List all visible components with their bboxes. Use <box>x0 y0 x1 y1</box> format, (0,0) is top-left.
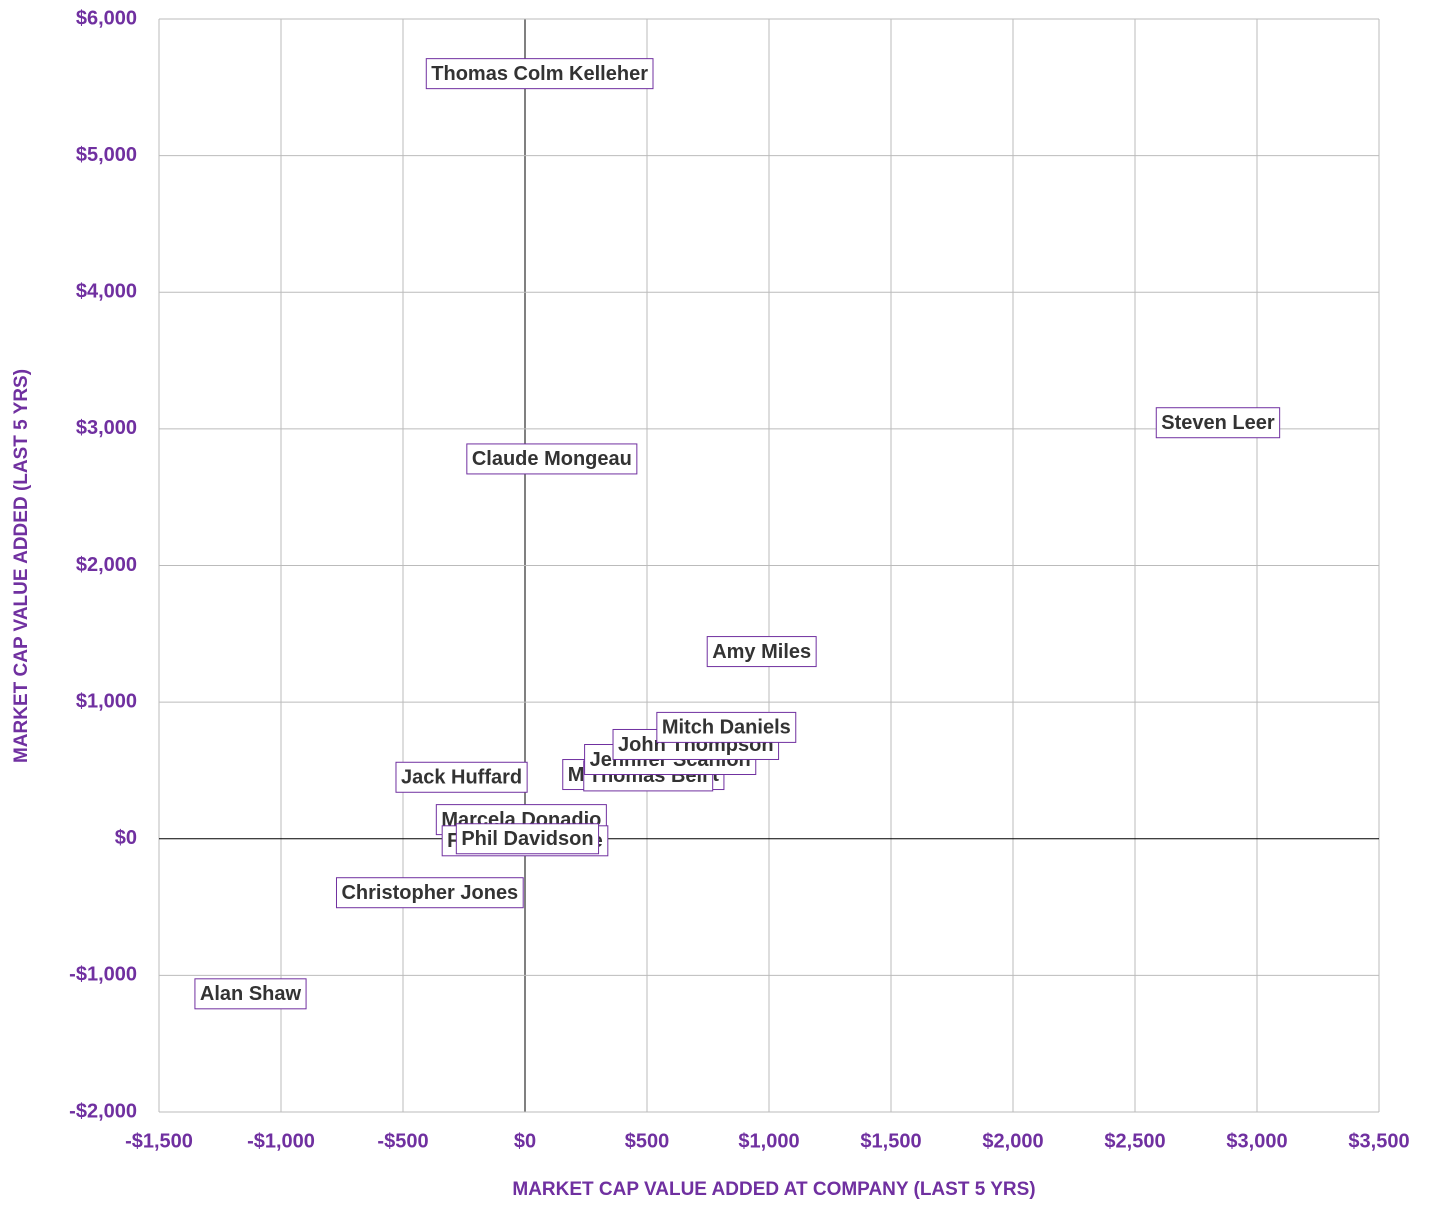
x-tick-label: $2,500 <box>1104 1130 1165 1152</box>
data-label-box <box>1155 407 1281 439</box>
y-tick-label: $0 <box>115 827 137 849</box>
data-label-box <box>425 58 654 90</box>
x-tick-label: $3,500 <box>1348 1130 1409 1152</box>
data-label-box <box>335 877 524 909</box>
x-tick-label: $3,000 <box>1226 1130 1287 1152</box>
data-label-box <box>706 636 817 668</box>
x-tick-label: -$500 <box>377 1130 428 1152</box>
x-tick-label: $1,000 <box>738 1130 799 1152</box>
y-tick-label: $5,000 <box>76 144 137 166</box>
data-label: Phil Davidson <box>461 828 593 850</box>
x-tick-label: -$1,000 <box>247 1130 315 1152</box>
data-label: Claude Mongeau <box>472 448 632 470</box>
data-label: Alan Shaw <box>200 983 302 1005</box>
y-tick-label: -$1,000 <box>69 964 137 986</box>
data-label: Jack Huffard <box>401 767 522 789</box>
data-label-box <box>194 978 307 1010</box>
data-label-box <box>395 761 528 793</box>
data-label: Christopher Jones <box>341 882 518 904</box>
x-tick-label: $2,000 <box>982 1130 1043 1152</box>
x-tick-label: $1,500 <box>860 1130 921 1152</box>
y-tick-label: $6,000 <box>76 7 137 29</box>
y-tick-label: $1,000 <box>76 690 137 712</box>
y-tick-label: $3,000 <box>76 417 137 439</box>
y-axis-title: MARKET CAP VALUE ADDED (LAST 5 YRS) <box>11 369 32 763</box>
x-tick-label: $500 <box>625 1130 670 1152</box>
x-tick-label: -$1,500 <box>125 1130 193 1152</box>
data-label-box <box>656 711 797 743</box>
data-label: Amy Miles <box>712 641 811 663</box>
data-label: Thomas Colm Kelleher <box>431 63 648 85</box>
y-tick-label: -$2,000 <box>69 1100 137 1122</box>
x-tick-label: $0 <box>514 1130 536 1152</box>
y-tick-label: $4,000 <box>76 281 137 303</box>
data-label-box <box>455 823 600 855</box>
data-label: Steven Leer <box>1161 412 1275 434</box>
data-label: Mitch Daniels <box>662 717 791 739</box>
data-label-box <box>466 443 638 475</box>
y-tick-label: $2,000 <box>76 554 137 576</box>
x-axis-title: MARKET CAP VALUE ADDED AT COMPANY (LAST … <box>512 1179 1035 1200</box>
